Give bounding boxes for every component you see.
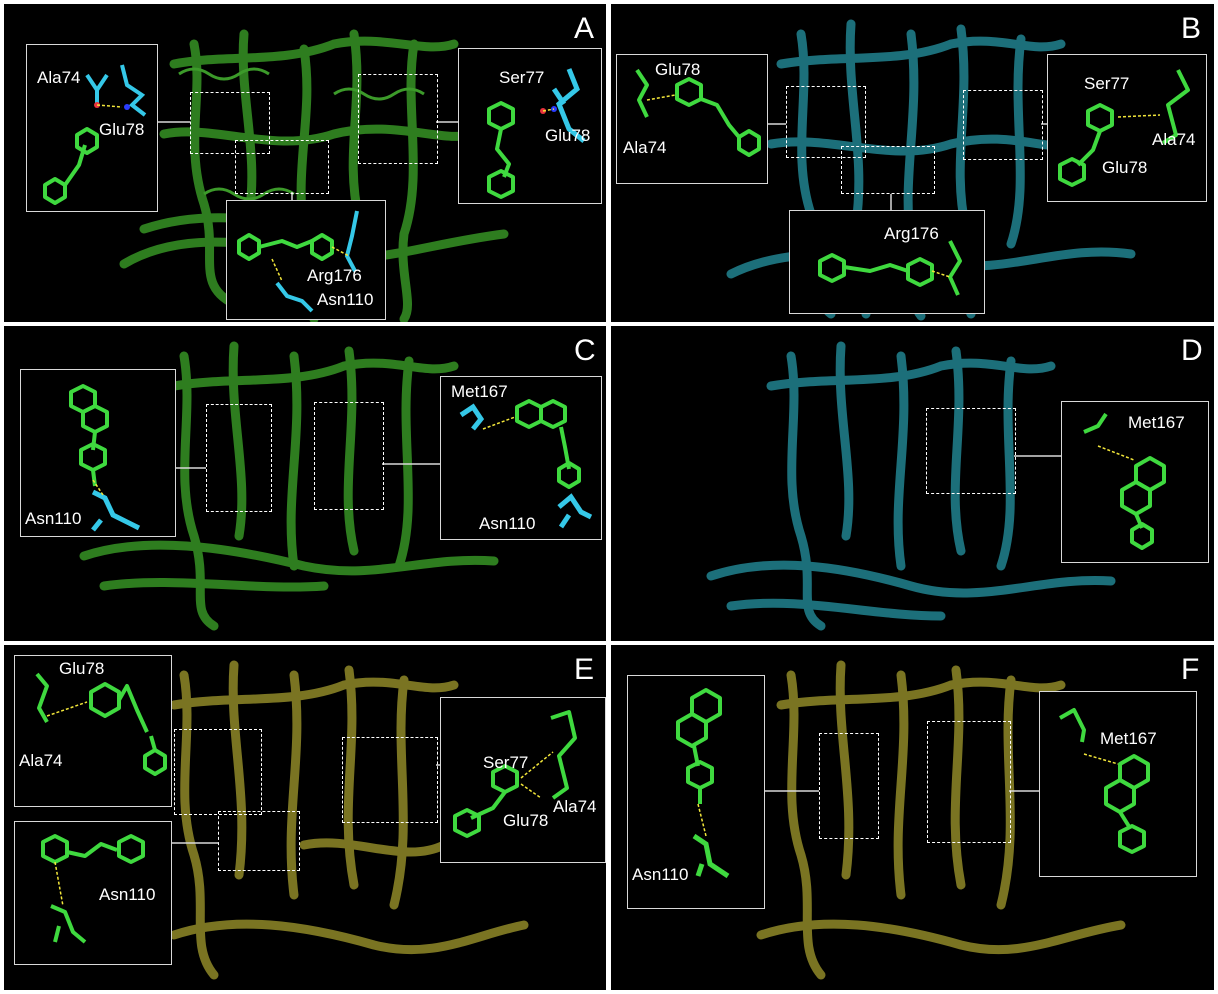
panel-e: Glu78 Ala74 Asn110 Ser77 Glu7: [4, 645, 606, 990]
inset-a-right: Ser77 Glu78: [458, 48, 602, 204]
binding-site-box-3: [963, 90, 1043, 160]
inset-c-right: Met167 Asn110: [440, 376, 602, 540]
residue-label: Glu78: [99, 120, 145, 139]
residue-label: Asn110: [25, 509, 82, 528]
binding-site-box-2: [218, 811, 300, 871]
residue-label: Asn110: [317, 290, 374, 309]
inset-e-left-top: Glu78 Ala74: [14, 655, 172, 807]
residue-label: Met167: [1128, 413, 1185, 432]
binding-site-box-2: [927, 721, 1011, 843]
inset-e-right: Ser77 Glu78 Ala74: [440, 697, 606, 863]
binding-site-box-3: [358, 74, 438, 164]
residue-label: Met167: [1100, 729, 1157, 748]
binding-site-box-1: [819, 733, 879, 839]
panel-a: Ala74 Glu78 Ser77 Glu78: [4, 4, 606, 322]
residue-label: Arg176: [884, 224, 939, 243]
protein-cartoon-d: [706, 341, 1116, 631]
panel-b: Glu78 Ala74 Ser77 Ala74 Glu78 Ar: [611, 4, 1214, 322]
binding-site-box-1: [174, 729, 262, 815]
inset-b-left: Glu78 Ala74: [616, 54, 768, 184]
protein-cartoon-f: [756, 660, 1126, 980]
panel-letter: B: [1181, 12, 1202, 45]
residue-label: Glu78: [545, 126, 591, 145]
residue-label: Ala74: [553, 797, 597, 816]
inset-d-right: Met167: [1061, 401, 1209, 563]
residue-label: Ser77: [499, 68, 545, 87]
panel-letter: D: [1181, 334, 1203, 367]
inset-b-bottom: Arg176: [789, 210, 985, 314]
binding-site-box-2: [314, 402, 384, 510]
panel-c: Asn110 Met167 Asn110 C: [4, 326, 606, 641]
protein-cartoon-c: [79, 341, 499, 631]
residue-label: Glu78: [59, 659, 105, 678]
residue-label: Asn110: [479, 514, 536, 533]
residue-label: Met167: [451, 382, 508, 401]
panel-letter: A: [574, 12, 595, 45]
binding-site-box-1: [206, 404, 272, 512]
inset-e-left-bottom: Asn110: [14, 821, 172, 965]
residue-label: Ala74: [37, 68, 81, 87]
binding-site-box-3: [342, 737, 438, 823]
residue-label: Glu78: [1102, 158, 1148, 177]
residue-label: Ser77: [483, 753, 529, 772]
inset-a-bottom: Arg176 Asn110: [226, 200, 386, 320]
residue-label: Ser77: [1084, 74, 1130, 93]
binding-site-box-1: [926, 408, 1016, 494]
panel-letter: E: [574, 653, 595, 686]
binding-site-box-1: [786, 86, 866, 158]
panel-d: Met167 D: [611, 326, 1214, 641]
inset-f-left: Asn110: [627, 675, 765, 909]
residue-label: Ala74: [1152, 130, 1196, 149]
binding-site-box-1: [190, 92, 270, 154]
residue-label: Arg176: [307, 266, 362, 285]
inset-c-left: Asn110: [20, 369, 176, 537]
panel-letter: F: [1181, 653, 1200, 686]
residue-label: Asn110: [632, 865, 689, 884]
binding-site-box-2: [235, 140, 329, 194]
residue-label: Asn110: [99, 885, 156, 904]
binding-site-box-2: [841, 146, 935, 194]
residue-label: Glu78: [655, 60, 701, 79]
residue-label: Ala74: [623, 138, 667, 157]
protein-cartoon-e: [169, 660, 529, 980]
inset-a-left: Ala74 Glu78: [26, 44, 158, 212]
inset-b-right: Ser77 Ala74 Glu78: [1047, 54, 1207, 202]
residue-label: Glu78: [503, 811, 549, 830]
panel-letter: C: [574, 334, 596, 367]
inset-f-right: Met167: [1039, 691, 1197, 877]
panel-f: Asn110 Met167 F: [611, 645, 1214, 990]
residue-label: Ala74: [19, 751, 63, 770]
